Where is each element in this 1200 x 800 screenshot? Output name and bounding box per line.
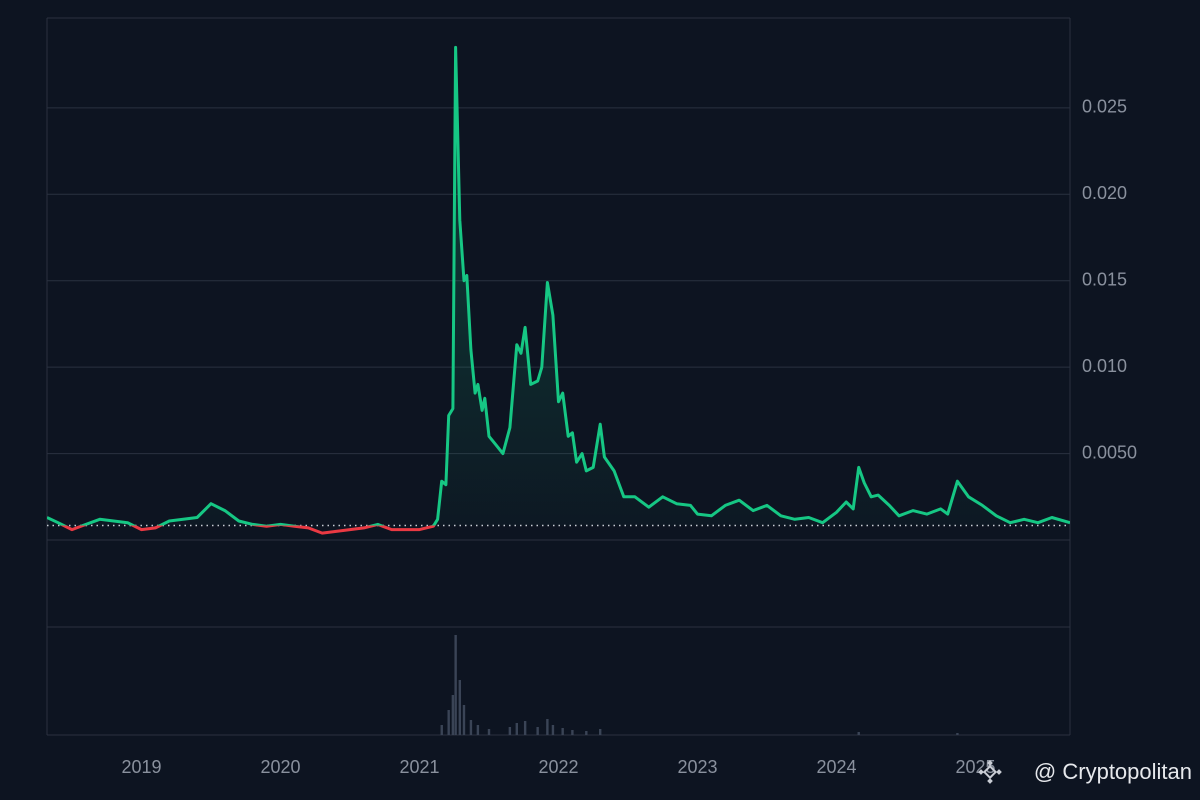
y-tick-label: 0.025 bbox=[1082, 97, 1127, 117]
volume-bar bbox=[451, 695, 455, 735]
y-tick-label: 0.010 bbox=[1082, 356, 1127, 376]
volume-bar bbox=[458, 680, 462, 735]
volume-bar bbox=[571, 730, 574, 735]
watermark-icon bbox=[978, 760, 1002, 784]
watermark: @ Cryptopolitan bbox=[1034, 759, 1192, 784]
volume-bar bbox=[598, 729, 602, 735]
volume-bar bbox=[536, 727, 539, 735]
volume-bar bbox=[551, 725, 555, 735]
volume-bar bbox=[515, 723, 519, 735]
y-tick-label: 0.0050 bbox=[1082, 442, 1137, 462]
volume-bar bbox=[454, 635, 457, 735]
price-line-up bbox=[47, 45, 1070, 526]
x-tick-label: 2024 bbox=[816, 757, 856, 777]
volume-bar bbox=[469, 720, 473, 735]
volume-bar bbox=[857, 732, 860, 735]
volume-bar bbox=[561, 728, 564, 735]
x-tick-label: 2023 bbox=[677, 757, 717, 777]
x-tick-label: 2020 bbox=[260, 757, 300, 777]
volume-bar bbox=[476, 725, 480, 735]
volume-bar bbox=[447, 710, 450, 735]
volume-bar bbox=[956, 733, 959, 735]
volume-bar bbox=[508, 727, 512, 735]
volume-bar bbox=[546, 719, 549, 735]
y-tick-label: 0.020 bbox=[1082, 183, 1127, 203]
y-tick-label: 0.015 bbox=[1082, 269, 1127, 289]
x-tick-label: 2019 bbox=[121, 757, 161, 777]
volume-bar bbox=[487, 729, 491, 735]
volume-bar bbox=[462, 705, 466, 735]
price-area bbox=[47, 47, 1070, 526]
volume-bar bbox=[585, 731, 588, 735]
x-tick-label: 2022 bbox=[538, 757, 578, 777]
volume-bar bbox=[440, 725, 443, 735]
x-tick-label: 2021 bbox=[399, 757, 439, 777]
volume-bar bbox=[523, 721, 527, 735]
